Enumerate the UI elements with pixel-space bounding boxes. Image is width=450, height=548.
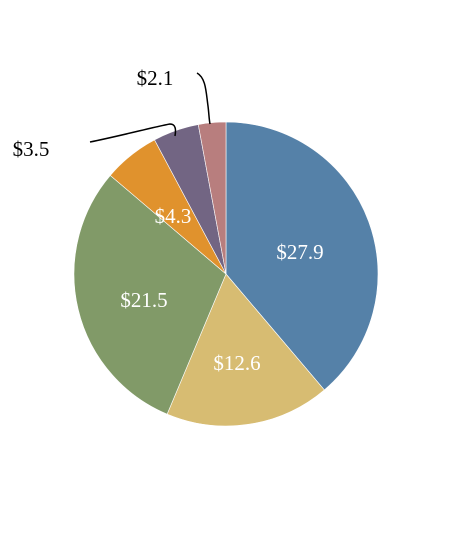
slice-data-label-6: $2.1 [137, 66, 174, 90]
leader-line-6 [197, 73, 210, 124]
slice-data-label-2: $12.6 [213, 351, 260, 375]
slice-data-label-1: $27.9 [276, 240, 323, 264]
slice-data-label-3: $21.5 [120, 288, 167, 312]
slice-data-label-5: $3.5 [13, 137, 50, 161]
slice-data-label-4: $4.3 [155, 204, 192, 228]
